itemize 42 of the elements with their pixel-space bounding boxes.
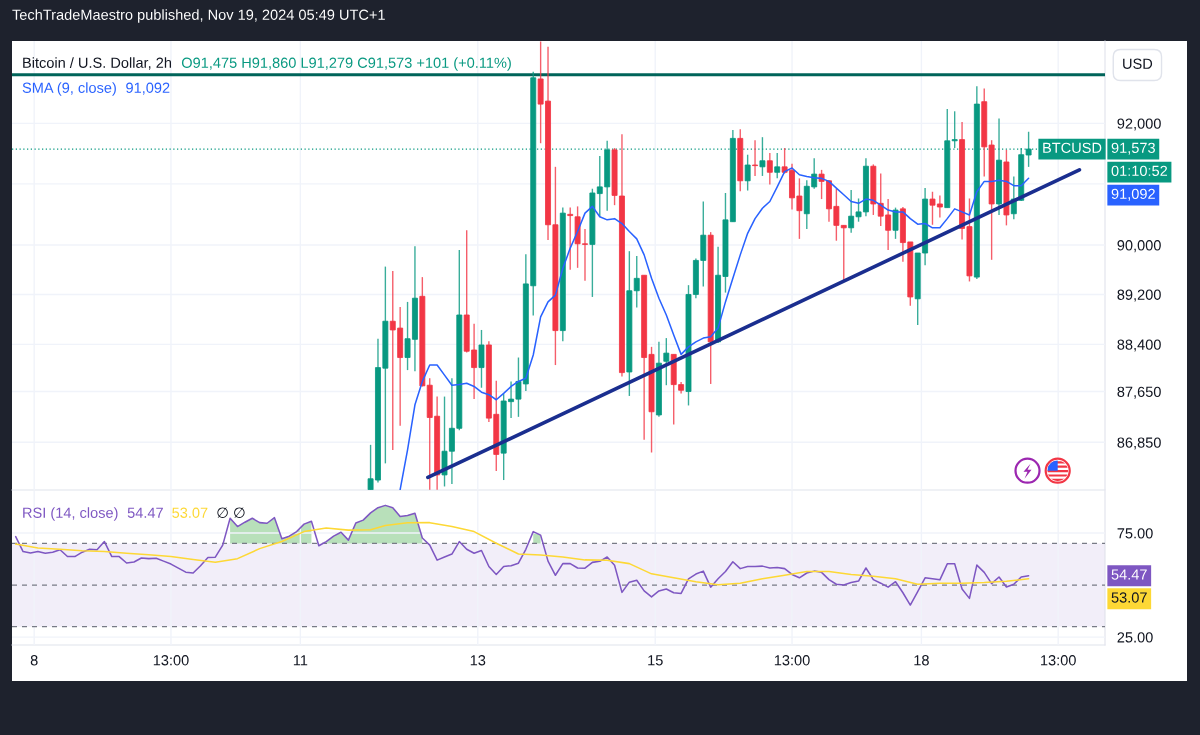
- text: 01:10:52: [1111, 165, 1168, 176]
- text: Bitcoin / U.S. Dollar, 2h: [23, 57, 172, 70]
- ref-line-label: 91,573: [1111, 142, 1155, 155]
- x-tick-label: 11: [293, 655, 308, 666]
- x-tick-label: 13:00: [153, 655, 189, 666]
- candlestick: [752, 139, 758, 177]
- x-tick-label: 13:00: [1041, 655, 1076, 666]
- annotation: O91,475 H91,860 L91,279 C91,573 +101 (+0.11%): [181, 57, 511, 71]
- candlestick: [567, 206, 574, 271]
- y-tick-label: 86,850: [1117, 437, 1161, 450]
- x-tick-label: 13: [470, 655, 486, 666]
- x-tick-label: 13:00: [774, 655, 810, 666]
- candlestick: [744, 154, 751, 192]
- candlestick: [766, 152, 773, 186]
- y-axis-title: USD: [1123, 58, 1153, 69]
- candlestick: [478, 329, 485, 389]
- text: TechTradeMaestro published, Nov 19, 2024 05:49 UTC+1: [12, 9, 385, 23]
- x-tick-label: 18: [914, 655, 929, 666]
- line-series: [14, 521, 1030, 586]
- text: 91,092: [1111, 188, 1155, 201]
- text: 54.47: [1111, 569, 1147, 580]
- annotation: ∅ ∅: [217, 507, 245, 518]
- annotation: BTCUSD: [1043, 142, 1102, 153]
- annotation: 91,092: [126, 82, 170, 95]
- text: 53.07: [1111, 592, 1147, 603]
- text: SMA (9, close): [22, 82, 116, 96]
- candlestick: [892, 206, 899, 240]
- candlestick: [774, 152, 781, 180]
- y-tick-label: 75.00: [1117, 528, 1153, 539]
- series-label: RSI (14, close): [23, 507, 118, 521]
- annotation: 53.07: [172, 507, 208, 518]
- y-tick-label: 90,000: [1117, 240, 1161, 253]
- y-tick-label: 92,000: [1117, 118, 1161, 131]
- x-tick-label: 8: [30, 655, 38, 666]
- line-series: [14, 504, 1030, 606]
- y-tick-label: 88,400: [1117, 339, 1161, 352]
- annotation: 54.47: [127, 507, 163, 518]
- y-tick-label: 25.00: [1117, 632, 1153, 643]
- y-tick-label: 89,200: [1117, 289, 1161, 302]
- y-tick-label: 87,650: [1117, 386, 1161, 399]
- x-tick-label: 15: [648, 655, 663, 666]
- candlestick: [663, 337, 670, 386]
